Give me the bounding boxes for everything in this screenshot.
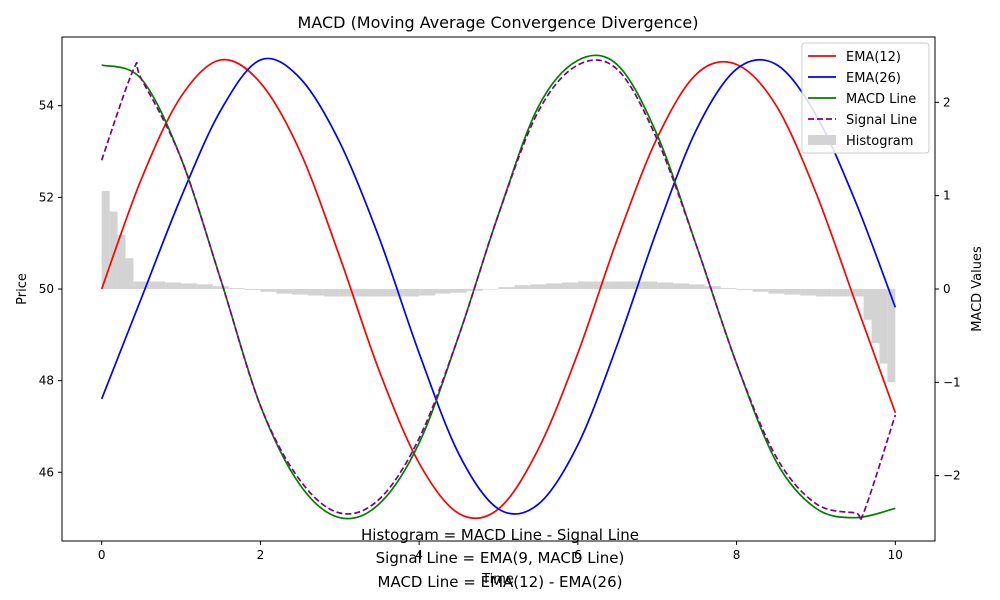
histogram-bar [609, 281, 626, 289]
y-right-tick-label: −1 [943, 375, 961, 389]
legend-label: MACD Line [846, 92, 916, 107]
histogram-bar [165, 282, 182, 289]
histogram-bar [768, 289, 785, 294]
histogram-bar [863, 289, 872, 320]
legend-label: Signal Line [846, 113, 917, 128]
y-left-tick-label: 48 [39, 374, 54, 388]
histogram-bar [704, 286, 721, 289]
formula-annotation: Histogram = MACD Line - Signal Line [361, 526, 639, 544]
histogram-bars [101, 191, 896, 383]
histogram-bar [181, 283, 197, 289]
y-left-tick-label: 46 [39, 465, 54, 479]
histogram-bar [879, 289, 888, 364]
signal-line-line [100, 59, 897, 522]
y-left-tick-label: 50 [39, 282, 54, 296]
chart-title: MACD (Moving Average Convergence Diverge… [298, 13, 699, 32]
histogram-bar [339, 289, 356, 297]
histogram-bar [403, 289, 420, 297]
x-axis-label: Time [481, 572, 514, 587]
histogram-bar [577, 281, 594, 289]
histogram-bar [101, 191, 110, 289]
histogram-bar [244, 289, 261, 290]
ema-26-line [100, 57, 897, 515]
histogram-bar [847, 289, 864, 297]
x-axis-ticks: 0 2 4 6 8 10 [98, 541, 903, 562]
histogram-bar [323, 289, 340, 297]
y-axis-left-label: Price [15, 273, 30, 305]
histogram-bar [355, 289, 372, 297]
legend-label: EMA(12) [846, 50, 901, 65]
series-lines [100, 54, 897, 522]
histogram-bar [292, 289, 309, 295]
histogram-bar [149, 281, 166, 289]
x-tick-label: 2 [257, 548, 265, 562]
formula-annotation: MACD Line = EMA(12) - EMA(26) [378, 573, 623, 591]
histogram-bar [196, 284, 213, 289]
histogram-bar [419, 289, 436, 296]
histogram-bar [752, 289, 769, 292]
histogram-bar [530, 284, 547, 289]
legend-label: Histogram [846, 134, 913, 149]
histogram-bar [546, 283, 562, 289]
histogram-bar [498, 287, 515, 289]
histogram-bar [720, 288, 737, 289]
y-axis-right-label: MACD Values [970, 246, 985, 332]
y-left-tick-label: 52 [39, 190, 54, 204]
legend: EMA(12) EMA(26) MACD Line Signal Line Histog… [801, 42, 930, 154]
y-left-tick-label: 54 [39, 99, 54, 113]
y-right-tick-label: −2 [943, 469, 961, 483]
ema-12-line [100, 58, 897, 520]
histogram-bar [784, 289, 801, 295]
histogram-bar [109, 211, 118, 289]
histogram-bar [371, 289, 388, 297]
histogram-bar [133, 281, 150, 289]
formula-annotation: Signal Line = EMA(9, MACD Line) [376, 549, 625, 567]
histogram-bar [625, 281, 642, 289]
histogram-bar [276, 289, 293, 294]
histogram-bar [212, 286, 229, 289]
histogram-bar [308, 289, 324, 296]
histogram-bar [871, 289, 880, 344]
histogram-bar [688, 284, 705, 289]
histogram-bar [561, 282, 578, 289]
x-tick-label: 8 [733, 548, 741, 562]
histogram-bar [450, 289, 467, 293]
y-right-tick-label: 2 [943, 95, 951, 109]
formula-annotations: Histogram = MACD Line - Signal Line Signa… [361, 526, 639, 591]
histogram-bar [673, 283, 689, 289]
x-tick-label: 10 [888, 548, 903, 562]
histogram-bar [736, 289, 753, 290]
histogram-bar [641, 281, 658, 289]
x-tick-label: 6 [574, 548, 582, 562]
histogram-bar [260, 289, 277, 292]
y-right-tick-label: 1 [943, 189, 951, 203]
histogram-bar [657, 282, 674, 289]
histogram-bar [125, 258, 134, 289]
y-right-tick-label: 0 [943, 282, 951, 296]
histogram-bar [228, 288, 245, 289]
histogram-bar [387, 289, 404, 297]
legend-label: EMA(26) [846, 71, 901, 86]
histogram-bar [831, 289, 848, 297]
histogram-bar [514, 285, 531, 289]
histogram-bar [117, 234, 126, 289]
x-tick-label: 0 [98, 548, 106, 562]
y-axis-right-ticks: −2 −1 0 1 2 [935, 95, 961, 483]
y-axis-left-ticks: 46 48 50 52 54 [39, 99, 62, 479]
histogram-bar [815, 289, 832, 297]
legend-box [801, 42, 930, 154]
histogram-bar [482, 289, 499, 290]
x-tick-label: 4 [415, 548, 423, 562]
histogram-bar [887, 289, 896, 383]
histogram-bar [800, 289, 816, 296]
legend-swatch [808, 135, 836, 145]
histogram-bar [435, 289, 451, 294]
